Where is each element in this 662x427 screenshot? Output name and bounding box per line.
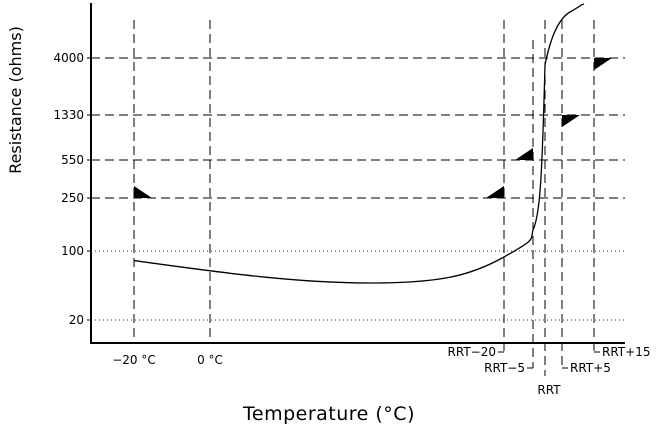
y-tick-label: 550 [61, 153, 84, 167]
y-tick-label: 100 [61, 244, 84, 258]
axes [90, 3, 625, 344]
y-tick-label: 20 [69, 313, 84, 327]
threshold-mark-rrtm5-550 [515, 148, 533, 160]
marker-label-m0: 0 °C [197, 353, 223, 367]
marker-label-m20: −20 °C [112, 353, 156, 367]
marker-label-rrtp15: RRT+15 [602, 345, 650, 359]
x-axis-label: Temperature (°C) [242, 403, 415, 425]
y-tick-label: 250 [61, 191, 84, 205]
gridlines [87, 57, 625, 321]
threshold-mark-rrtp5-1330 [562, 115, 580, 127]
resistance-curve [133, 3, 585, 284]
threshold-marks [134, 58, 612, 198]
series-layer [133, 3, 585, 284]
threshold-mark-rrtm20-250 [486, 186, 504, 198]
marker-label-rrt: RRT [537, 383, 561, 397]
labels: 4000 1330 550 250 100 20 −20 °C 0 °C RRT−20 RRT−5… [53, 51, 650, 397]
marker-label-rrtm5: RRT−5 [484, 361, 525, 375]
threshold-mark-m20-250 [134, 186, 152, 198]
threshold-mark-rrtp15-4000 [594, 58, 612, 70]
y-tick-label: 1330 [53, 108, 84, 122]
marker-label-rrtm20: RRT−20 [448, 345, 496, 359]
marker-label-rrtp5: RRT+5 [570, 361, 611, 375]
y-tick-label: 4000 [53, 51, 84, 65]
y-axis-label: Resistance (ohms) [6, 26, 25, 174]
